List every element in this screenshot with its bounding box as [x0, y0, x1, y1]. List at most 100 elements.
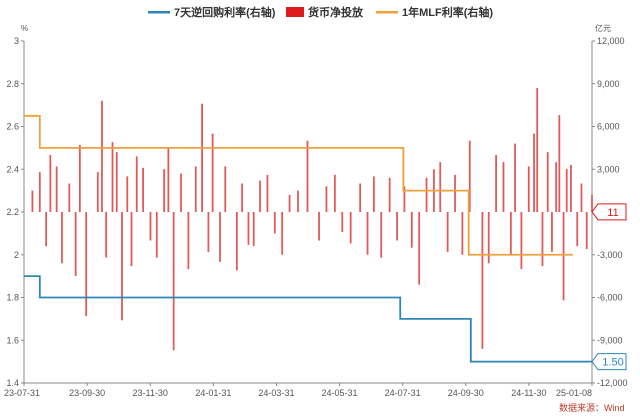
x-tick-label: 24-11-30	[511, 388, 546, 398]
net-injection-bar	[396, 212, 398, 241]
left-tick-label: 2	[14, 250, 19, 260]
net-injection-bar	[514, 143, 516, 212]
end-value-labels: 111.50	[591, 203, 627, 371]
net-injection-bar	[167, 147, 170, 212]
x-tick-label: 23-07-31	[4, 388, 40, 398]
net-injection-bar	[576, 212, 579, 247]
net-injection-bar	[565, 169, 568, 212]
right-tick-label: 12,000	[597, 36, 625, 46]
net-injection-bar	[194, 166, 197, 212]
net-injection-bar	[135, 156, 138, 212]
net-injection-bar	[163, 169, 166, 212]
legend: 7天逆回购利率(右轴) 货币净投放 1年MLF利率(右轴)	[148, 5, 493, 19]
net-injection-bar	[495, 155, 498, 212]
net-injection-bar	[509, 212, 512, 255]
net-injection-bar	[187, 212, 190, 269]
net-injection-bar	[481, 212, 484, 349]
net-injection-bar	[78, 145, 81, 212]
x-tick-label: 25-01-08	[556, 388, 592, 398]
net-injection-bar	[446, 212, 449, 252]
net-injection-bar	[201, 103, 203, 212]
mlf-1y-line	[24, 114, 574, 256]
net-injection-bar	[541, 212, 544, 267]
legend-label: 7天逆回购利率(右轴)	[174, 5, 276, 19]
net-injection-bar	[366, 212, 369, 255]
net-injection-bar	[211, 133, 214, 212]
net-injection-bar	[520, 212, 523, 269]
net-injection-bar	[115, 152, 118, 212]
net-injection-bar	[180, 173, 182, 212]
legend-item: 货币净投放	[286, 5, 364, 19]
left-tick-label: 1.4	[6, 378, 19, 388]
net-injection-bar	[142, 167, 144, 212]
net-injection-bar	[61, 212, 63, 264]
net-injection-bar	[439, 162, 442, 212]
net-injection-bar	[55, 166, 58, 212]
end-value-badge: 11	[591, 203, 627, 221]
net-injection-bar	[359, 183, 362, 212]
net-injection-bar	[562, 212, 565, 301]
net-injection-bar	[45, 212, 48, 247]
net-injection-bar	[349, 212, 352, 244]
net-injection-bar	[425, 177, 428, 212]
right-tick-label: -3,000	[597, 250, 623, 260]
legend-swatch	[286, 7, 304, 17]
net-injection-bar	[297, 190, 299, 212]
net-injection-bar	[487, 212, 490, 264]
net-injection-bar	[281, 212, 284, 255]
net-injection-bar	[130, 212, 133, 267]
source-note: 数据来源：Wind	[559, 402, 625, 413]
net-injection-bar	[235, 212, 238, 271]
net-injection-bar	[546, 152, 549, 212]
legend-swatch	[376, 11, 398, 14]
net-injection-bar	[111, 142, 114, 212]
x-tick-label: 24-07-31	[385, 388, 421, 398]
legend-label: 1年MLF利率(右轴)	[402, 5, 493, 19]
net-injection-bar	[333, 174, 336, 212]
net-injection-bar	[49, 155, 52, 212]
net-injection-bar	[207, 212, 210, 252]
x-tick-label: 24-03-31	[258, 388, 294, 398]
right-tick-label: 9,000	[597, 79, 620, 89]
net-injection-bar	[31, 190, 34, 212]
net-injection-bar	[558, 115, 561, 212]
net-injection-bar	[536, 88, 539, 212]
legend-item: 1年MLF利率(右轴)	[376, 5, 493, 19]
net-injection-bar	[266, 174, 269, 212]
net-injection-bar	[126, 176, 129, 212]
right-tick-label: -9,000	[597, 335, 623, 345]
x-tick-label: 24-01-31	[195, 388, 231, 398]
net-injection-bar	[247, 212, 250, 245]
left-axis-unit: %	[21, 24, 28, 33]
net-injection-bar	[38, 172, 41, 212]
rate-lines	[24, 114, 592, 363]
x-tick-label: 23-11-30	[133, 388, 168, 398]
net-injection-bar	[341, 212, 344, 232]
x-tick-label: 24-09-30	[448, 388, 484, 398]
net-injection-bar	[468, 140, 471, 212]
net-injection-bar	[388, 177, 391, 212]
net-injection-bar	[288, 194, 291, 212]
net-injection-bar	[461, 212, 464, 255]
badge-text: 11	[607, 207, 618, 219]
net-injection-bar	[121, 212, 123, 321]
badge-box	[591, 353, 627, 371]
net-injection-bar	[372, 176, 375, 212]
left-tick-label: 2.8	[6, 79, 19, 89]
net-injection-bar	[380, 212, 383, 258]
net-injection-bar	[502, 162, 505, 212]
reverse-repo-7d-line	[24, 275, 592, 363]
net-injection-bar	[585, 212, 588, 250]
net-injection-bar	[418, 212, 421, 285]
net-injection-bar	[149, 212, 152, 241]
net-injection-bar	[318, 212, 320, 241]
left-tick-label: 3	[14, 36, 19, 46]
net-injection-bar	[101, 100, 103, 212]
net-injection-bar	[555, 162, 558, 212]
left-tick-label: 2.2	[6, 207, 19, 217]
right-tick-label: 6,000	[597, 122, 620, 132]
net-injection-bar	[325, 186, 328, 212]
net-injection-bar	[241, 183, 244, 212]
left-tick-label: 1.6	[6, 335, 19, 345]
